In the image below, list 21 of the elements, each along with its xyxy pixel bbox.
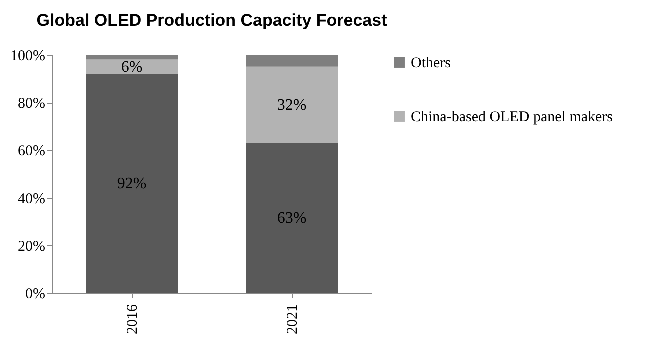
y-tick-label: 100% [10,48,46,64]
bar [86,60,178,74]
y-tick-label: 60% [18,144,46,160]
bar [246,66,338,144]
y-tick-label: 40% [18,191,46,208]
bar [246,143,338,293]
y-tick-label: 20% [18,238,46,255]
data-label: 92% [117,176,147,193]
bar [246,55,338,67]
data-label: 63% [277,210,307,228]
data-label: 32% [277,96,307,114]
bar [86,55,178,60]
chart-title: Global OLED Production Capacity Forecast [36,11,388,30]
x-tick-label: 2021 [285,304,301,334]
y-tick-label: 80% [18,96,46,112]
legend-label: Others [411,56,452,72]
y-tick-label: 0% [26,286,46,302]
x-tick-label: 2016 [125,304,141,334]
bar [86,74,178,293]
data-label: 6% [121,58,143,76]
legend-label: China-based OLED panel makers [411,110,614,126]
